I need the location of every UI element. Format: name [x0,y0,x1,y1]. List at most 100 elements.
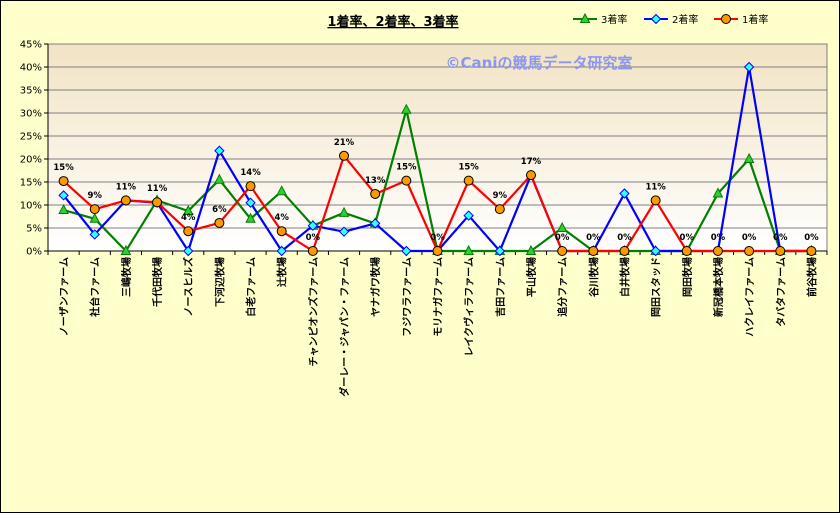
data-point [245,181,256,192]
data-point [494,245,506,257]
data-label: 6% [212,205,227,215]
legend-marker [650,13,662,25]
legend-item: 2着率 [644,13,698,26]
x-tick-label: フジワラファーム [401,257,413,337]
data-point [619,188,630,199]
watermark: ©Caniの競馬データ研究室 [446,54,633,72]
data-point [806,246,817,256]
data-point [245,197,256,208]
data-point [214,173,225,184]
data-point [58,190,69,201]
data-point [120,244,132,255]
data-point [557,246,568,256]
x-tick-label: 社台ファーム [89,257,102,318]
data-label: 0% [680,233,695,243]
plot-area [47,43,828,252]
data-label: 0% [306,233,321,243]
data-point [89,204,100,215]
x-tick-label: ノーザンファーム [59,257,71,336]
data-point [494,204,505,215]
data-label: 15% [458,163,479,173]
data-point [58,203,69,215]
chart-title: 1着率、2着率、3着率 [327,14,458,30]
data-point [525,170,536,181]
data-label: 4% [274,213,289,223]
data-point [619,246,630,256]
series-circle [58,150,817,256]
x-tick-label: 吉田ファーム [494,257,507,317]
data-label: 14% [240,168,261,178]
legend-label: 3着率 [601,13,627,26]
data-label: 11% [645,182,666,192]
data-point [338,206,350,217]
data-label: 17% [521,157,542,167]
data-label: 9% [493,191,508,201]
legend-marker [579,12,591,23]
x-tick-label: タバタファーム [775,257,787,327]
data-label: 0% [586,233,601,243]
data-point [183,226,194,237]
data-point [743,152,755,163]
data-point [401,245,412,257]
data-point [370,188,381,199]
data-label: 0% [617,233,632,243]
data-point [214,217,225,228]
gridlines [48,66,827,229]
data-label: 0% [430,233,445,243]
x-tick-label: 新冠橋本牧場 [712,257,725,317]
data-point [463,210,474,221]
data-point [152,197,163,208]
data-point [681,246,692,256]
x-tick-label: 追分ファーム [556,257,569,317]
y-tick-label: 35% [20,86,42,97]
data-point [214,145,225,156]
y-tick-label: 20% [20,155,42,166]
x-tick-label: 辻牧場 [276,257,289,287]
legend-item: 3着率 [573,12,627,26]
data-point [401,175,412,186]
legend-item: 1着率 [714,13,768,26]
legend-label: 2着率 [672,13,698,26]
data-point [556,221,568,232]
data-point [276,245,287,257]
x-tick-label: 千代田牧場 [151,257,164,307]
x-tick-label: ヤナガワ牧場 [369,257,382,317]
y-tick-label: 10% [20,201,42,212]
data-point [89,212,101,223]
x-tick-label: 前谷牧場 [805,257,818,297]
data-point [338,226,350,237]
data-point [276,226,287,237]
data-point [276,185,288,196]
data-label: 0% [742,233,757,243]
data-label: 0% [555,233,570,243]
data-label: 4% [181,213,196,223]
data-point [712,187,724,198]
x-tick-label: 下河辺牧場 [213,257,226,307]
legend-label: 1着率 [742,13,768,26]
x-tick-label: ダーレー・ジャパン・ファーム [338,257,351,397]
legend: 3着率 2着率 1着率 [573,12,768,26]
data-point [650,195,661,206]
data-point [588,246,599,256]
y-tick-label: 45% [20,40,42,51]
data-point [120,195,131,206]
data-point [650,245,661,257]
series-layer [58,61,817,257]
x-tick-label: 岡田スタッド [651,257,663,317]
data-point [58,176,69,187]
y-tick-label: 15% [20,178,42,189]
data-point [307,246,318,256]
y-tick-label: 0% [26,247,42,258]
x-tick-label: レイクヴィラファーム [463,257,476,357]
data-point [89,229,100,240]
x-tick-label: 平山牧場 [525,257,538,297]
x-axis: ノーザンファーム 社台ファーム 三嶋牧場 千代田牧場 ノースヒルズ 下河辺牧場 白老ファーム… [47,250,828,397]
data-point [369,218,381,229]
x-tick-label: ハクレイファーム [744,257,756,337]
legend-marker [721,14,731,24]
x-tick-label: 三嶋牧場 [120,257,133,297]
data-label: 15% [396,163,417,173]
y-axis: 0% 5% 10% 15% 20% 25% 30% 35% 40% 45% [20,40,49,258]
data-point [245,212,256,223]
